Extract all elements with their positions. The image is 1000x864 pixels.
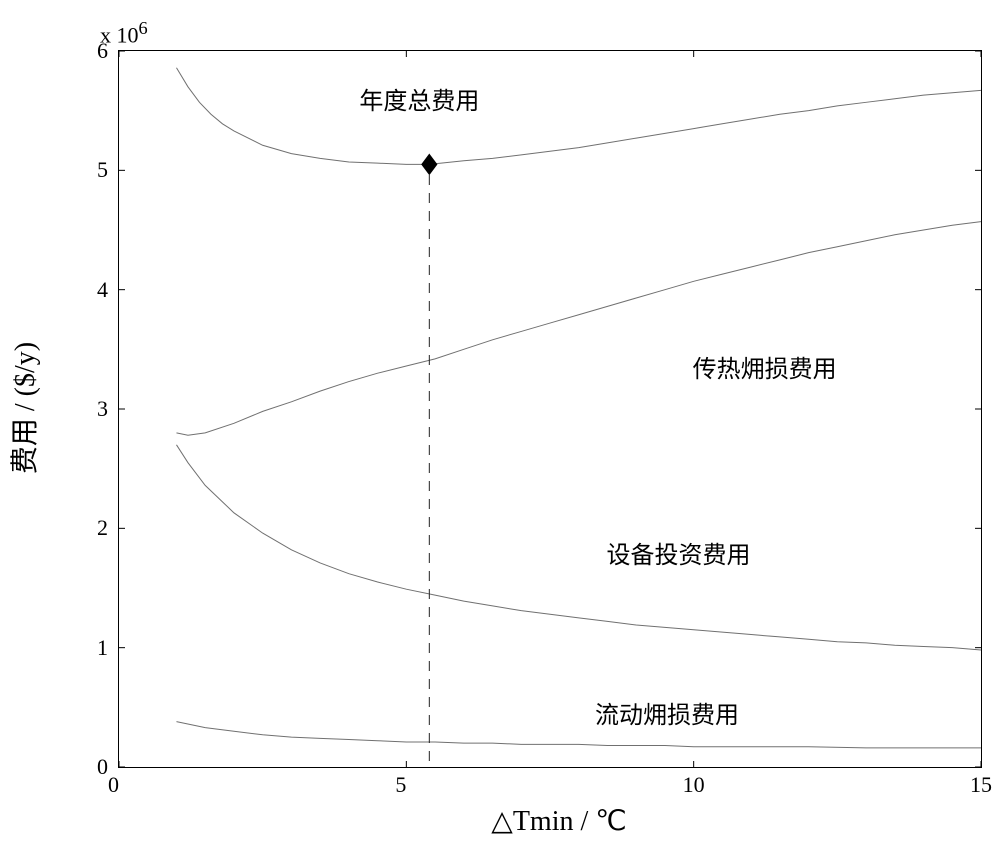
y-tick-label: 4 (97, 277, 108, 303)
series-label-heat_exergy: 传热㶲损费用 (693, 349, 837, 384)
plot-svg (119, 51, 981, 767)
y-tick-label: 1 (97, 635, 108, 661)
x-tick-label: 5 (395, 772, 406, 798)
y-tick-label: 6 (97, 38, 108, 64)
y-axis-label-text: 费用 / ($/y) (10, 342, 41, 474)
series-label-flow_exergy: 流动㶲损费用 (595, 695, 739, 730)
y-exponent-sup: 6 (139, 18, 148, 38)
y-axis-label: 费用 / ($/y) (3, 342, 43, 474)
series-equipment (176, 445, 981, 650)
x-axis-label: △Tmin / ℃ (449, 804, 669, 838)
chart-figure: x 106 △Tmin / ℃ 费用 / ($/y) 0510150123456… (0, 0, 1000, 864)
y-tick-label: 2 (97, 515, 108, 541)
plot-area (118, 50, 982, 768)
series-flow_exergy (176, 722, 981, 748)
y-tick-label: 3 (97, 396, 108, 422)
series-label-total: 年度总费用 (359, 81, 479, 116)
x-tick-label: 10 (683, 772, 705, 798)
optimum-marker (422, 154, 437, 174)
series-label-equipment: 设备投资费用 (606, 535, 750, 570)
series-heat_exergy (176, 222, 981, 436)
x-tick-label: 0 (108, 772, 119, 798)
x-tick-label: 15 (970, 772, 992, 798)
series-total (176, 68, 981, 165)
y-tick-label: 0 (97, 754, 108, 780)
y-tick-label: 5 (97, 157, 108, 183)
